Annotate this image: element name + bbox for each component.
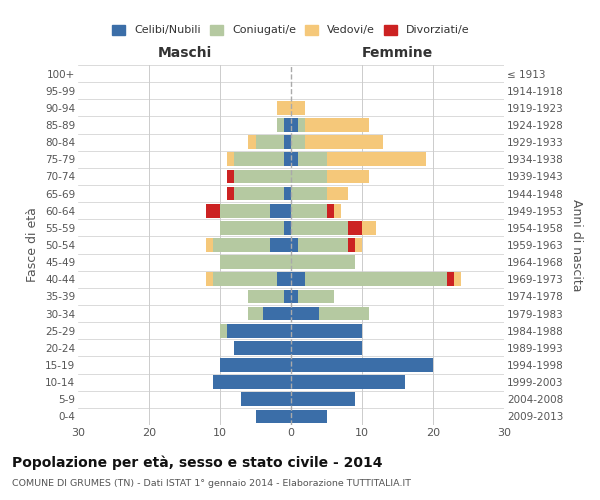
Bar <box>454 272 461 286</box>
Bar <box>298 118 305 132</box>
Bar <box>256 410 291 424</box>
Bar <box>270 238 291 252</box>
Bar <box>298 290 334 304</box>
Bar <box>305 118 369 132</box>
Bar <box>277 101 291 114</box>
Bar <box>305 272 447 286</box>
Bar <box>291 221 348 234</box>
Bar <box>291 256 355 269</box>
Bar <box>291 358 433 372</box>
Bar <box>263 306 291 320</box>
Bar <box>291 324 362 338</box>
Bar <box>220 324 227 338</box>
Bar <box>291 101 305 114</box>
Bar <box>227 152 234 166</box>
Bar <box>291 152 298 166</box>
Bar <box>291 238 298 252</box>
Bar <box>256 136 284 149</box>
Bar <box>220 204 270 218</box>
Bar <box>284 118 291 132</box>
Bar <box>334 204 341 218</box>
Bar <box>206 272 213 286</box>
Bar <box>248 290 284 304</box>
Bar <box>326 186 348 200</box>
Bar <box>284 152 291 166</box>
Bar <box>227 170 234 183</box>
Bar <box>291 410 326 424</box>
Legend: Celibi/Nubili, Coniugati/e, Vedovi/e, Divorziati/e: Celibi/Nubili, Coniugati/e, Vedovi/e, Di… <box>108 20 474 40</box>
Bar <box>234 186 284 200</box>
Bar <box>234 341 291 354</box>
Text: COMUNE DI GRUMES (TN) - Dati ISTAT 1° gennaio 2014 - Elaborazione TUTTITALIA.IT: COMUNE DI GRUMES (TN) - Dati ISTAT 1° ge… <box>12 479 411 488</box>
Bar <box>248 306 263 320</box>
Bar <box>277 118 284 132</box>
Text: Popolazione per età, sesso e stato civile - 2014: Popolazione per età, sesso e stato civil… <box>12 455 383 469</box>
Bar <box>284 186 291 200</box>
Text: Maschi: Maschi <box>157 46 212 60</box>
Bar <box>291 186 326 200</box>
Bar <box>241 392 291 406</box>
Bar <box>220 221 284 234</box>
Bar <box>348 238 355 252</box>
Bar <box>326 170 369 183</box>
Bar <box>234 152 284 166</box>
Bar <box>326 152 426 166</box>
Bar <box>227 186 234 200</box>
Bar <box>213 376 291 389</box>
Bar <box>305 136 383 149</box>
Bar <box>248 136 256 149</box>
Bar <box>227 324 291 338</box>
Bar <box>355 238 362 252</box>
Bar <box>213 272 277 286</box>
Bar <box>213 238 270 252</box>
Bar <box>220 358 291 372</box>
Bar <box>284 290 291 304</box>
Y-axis label: Fasce di età: Fasce di età <box>26 208 40 282</box>
Bar <box>291 341 362 354</box>
Bar <box>348 221 362 234</box>
Bar <box>291 136 305 149</box>
Bar <box>298 152 326 166</box>
Bar <box>291 376 404 389</box>
Bar <box>291 170 326 183</box>
Text: Femmine: Femmine <box>362 46 433 60</box>
Bar <box>326 204 334 218</box>
Y-axis label: Anni di nascita: Anni di nascita <box>570 198 583 291</box>
Bar <box>220 256 291 269</box>
Bar <box>284 221 291 234</box>
Bar <box>447 272 454 286</box>
Bar <box>206 238 213 252</box>
Bar <box>291 392 355 406</box>
Bar <box>291 204 326 218</box>
Bar <box>298 238 348 252</box>
Bar <box>291 290 298 304</box>
Bar <box>270 204 291 218</box>
Bar <box>206 204 220 218</box>
Bar <box>284 136 291 149</box>
Bar <box>277 272 291 286</box>
Bar <box>291 118 298 132</box>
Bar <box>291 306 319 320</box>
Bar <box>291 272 305 286</box>
Bar <box>319 306 369 320</box>
Bar <box>234 170 291 183</box>
Bar <box>362 221 376 234</box>
